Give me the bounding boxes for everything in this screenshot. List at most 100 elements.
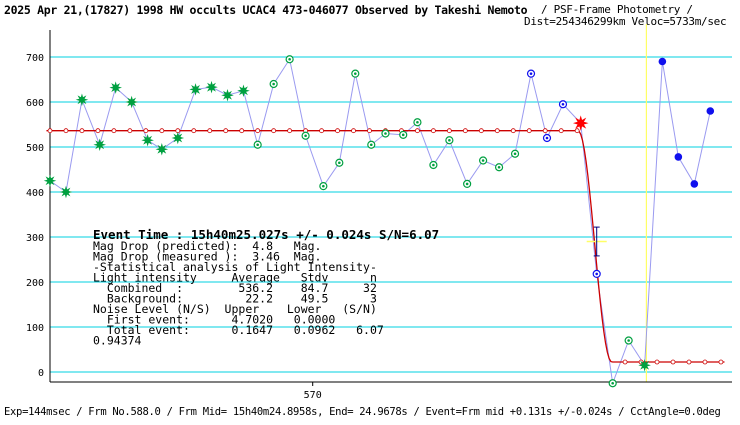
- model-point: [47, 128, 53, 134]
- stats-line: Light intensity Average Stdv n: [93, 271, 377, 285]
- model-point: [319, 128, 324, 134]
- model-point: [63, 128, 69, 134]
- model-point: [574, 128, 580, 134]
- data-point-center: [611, 381, 614, 385]
- model-point: [95, 128, 101, 134]
- data-point-center: [513, 152, 517, 156]
- data-point: [658, 57, 667, 66]
- data-point-center: [354, 72, 357, 75]
- data-point-center: [288, 57, 291, 61]
- data-point-star: [93, 138, 106, 152]
- model-point: [558, 128, 564, 134]
- data-point-star: [125, 95, 138, 109]
- data-point-center: [595, 272, 598, 276]
- footer-info: Exp=144msec / Frm No.588.0 / Frm Mid= 15…: [4, 406, 721, 418]
- y-tick-label: 400: [26, 188, 44, 199]
- data-point-center: [448, 138, 451, 142]
- data-point-star: [205, 80, 218, 94]
- data-point-star: [572, 115, 589, 131]
- data-point-center: [256, 143, 259, 147]
- model-point: [287, 128, 293, 134]
- model-point: [494, 128, 500, 134]
- model-point: [526, 128, 532, 134]
- model-point: [478, 128, 484, 134]
- model-point: [510, 128, 516, 134]
- model-point: [654, 359, 660, 365]
- model-point: [415, 128, 420, 134]
- data-point-center: [465, 182, 469, 186]
- model-point: [670, 359, 676, 365]
- data-point-star: [237, 84, 250, 98]
- data-point-center: [432, 163, 435, 167]
- y-tick-label: 500: [26, 143, 44, 154]
- model-point: [207, 128, 213, 134]
- data-point-center: [272, 82, 275, 86]
- stats-line: Noise Level (N/S) Upper Lower (S/N): [93, 302, 377, 316]
- model-point: [143, 128, 149, 134]
- y-tick-label: 600: [26, 98, 44, 109]
- model-point: [686, 359, 692, 365]
- distance-velocity-label: Dist=254346299km Veloc=5733m/sec: [524, 15, 727, 28]
- data-point-star: [155, 142, 169, 156]
- data-point-center: [416, 120, 419, 124]
- data-point-center: [481, 159, 485, 162]
- model-point: [271, 128, 277, 134]
- stats-line: -Statistical analysis of Light Intensity…: [93, 260, 377, 274]
- data-point-star: [221, 88, 234, 102]
- model-point: [622, 359, 628, 365]
- model-point: [79, 128, 85, 134]
- model-point: [159, 128, 165, 134]
- data-point-center: [338, 161, 341, 165]
- data-point: [674, 153, 683, 161]
- model-point: [127, 128, 133, 134]
- data-point-center: [545, 136, 549, 140]
- data-point-center: [322, 184, 325, 188]
- data-point-center: [304, 134, 307, 138]
- y-tick-label: 100: [26, 323, 44, 334]
- y-tick-label: 300: [26, 233, 44, 244]
- data-point-center: [369, 143, 373, 147]
- data-point-star: [189, 83, 202, 96]
- model-point: [367, 128, 372, 134]
- stats-line: First event: 4.7020 0.0000: [93, 313, 335, 327]
- data-point-star: [638, 358, 651, 372]
- stats-line: Total event: 0.1647 0.0962 6.07: [93, 323, 384, 337]
- y-tick-label: 700: [26, 53, 44, 64]
- data-point-center: [497, 165, 501, 169]
- model-point: [351, 128, 356, 134]
- data-point: [706, 107, 715, 115]
- model-point: [702, 359, 708, 365]
- data-point-center: [561, 102, 565, 106]
- data-point-center: [401, 133, 405, 137]
- data-point-star: [75, 93, 89, 107]
- model-point: [462, 128, 468, 134]
- stats-line: Mag Drop (measured ): 3.46 Mag.: [93, 250, 321, 264]
- data-point-center: [384, 132, 387, 135]
- model-point: [255, 128, 261, 134]
- stats-line: Combined : 536.2 84.7 32: [93, 281, 377, 295]
- data-point-star: [109, 81, 122, 94]
- stats-line: 0.94374: [93, 334, 142, 348]
- model-point: [335, 128, 340, 134]
- data-point-center: [529, 72, 533, 75]
- model-point: [191, 128, 197, 134]
- x-tick-label: 570: [304, 390, 322, 401]
- data-point-star: [141, 133, 154, 147]
- model-point: [239, 128, 245, 134]
- data-point-star: [59, 185, 73, 199]
- model-point: [111, 128, 117, 134]
- model-point: [223, 128, 229, 134]
- model-point: [542, 128, 548, 134]
- chart-subtitle: / PSF-Frame Photometry /: [541, 3, 693, 16]
- model-point: [430, 128, 436, 134]
- event-time-label: Event Time : 15h40m25.027s +/- 0.024s S/…: [93, 227, 439, 242]
- data-point-center: [627, 339, 630, 342]
- data-point-star: [43, 174, 57, 188]
- model-point: [718, 359, 724, 365]
- y-tick-label: 200: [26, 278, 44, 289]
- data-point-star: [171, 131, 185, 145]
- chart-title: 2025 Apr 21,(17827) 1998 HW occults UCAC…: [4, 3, 528, 17]
- stats-line: Background: 22.2 49.5 3: [93, 292, 377, 306]
